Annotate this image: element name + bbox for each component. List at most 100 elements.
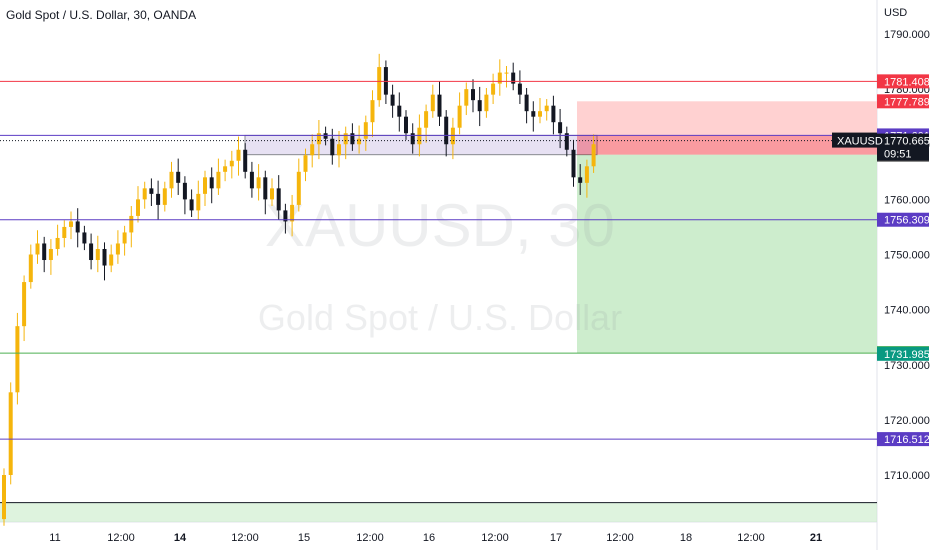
candle-body xyxy=(531,111,536,117)
candle-body xyxy=(310,144,315,156)
candle-body xyxy=(544,105,549,112)
candle-body xyxy=(497,72,502,84)
y-tick-label: 1720.000 xyxy=(884,415,930,427)
price-tag-bg xyxy=(877,346,929,361)
y-tick-label: 1710.000 xyxy=(884,470,930,482)
candle-body xyxy=(283,210,288,222)
candle-body xyxy=(115,243,120,255)
x-tick-label: 12:00 xyxy=(481,532,509,544)
x-tick-label: 14 xyxy=(174,532,187,544)
candle-body xyxy=(102,248,107,266)
candle-body xyxy=(203,177,207,194)
candle-body xyxy=(136,199,140,216)
candle-body xyxy=(243,149,248,172)
watermark-description: Gold Spot / U.S. Dollar xyxy=(258,297,622,338)
x-tick-label: 17 xyxy=(550,532,562,544)
x-tick-label: 16 xyxy=(423,532,435,544)
x-tick-label: 12:00 xyxy=(737,532,765,544)
price-tag: 1716.512 xyxy=(877,432,930,447)
candle-body xyxy=(249,171,254,189)
x-tick-label: 12:00 xyxy=(231,532,259,544)
candle-body xyxy=(75,221,80,233)
candle-body xyxy=(109,254,114,266)
symbol-tag-bg xyxy=(832,132,877,148)
candle-body xyxy=(182,182,187,200)
candle-body xyxy=(564,133,569,150)
x-tick-label: 21 xyxy=(810,532,822,544)
price-tag-bg xyxy=(877,212,929,227)
time-axis: 11 12:00 14 12:00 15 12:00 16 12:00 17 12:00 18 12:… xyxy=(49,532,822,544)
candle-body xyxy=(430,94,435,112)
y-tick-label: 1760.000 xyxy=(884,194,930,206)
candle-body xyxy=(517,83,522,95)
x-tick-label: 12:00 xyxy=(606,532,634,544)
candle-body xyxy=(524,94,529,112)
candle-body xyxy=(471,89,475,101)
candle-body xyxy=(504,72,509,74)
candle-body xyxy=(383,67,388,95)
candle-body xyxy=(337,144,341,156)
watermark-layer: XAUUSD, 30 Gold Spot / U.S. Dollar xyxy=(258,192,622,338)
candle-body xyxy=(343,133,348,145)
price-tag-bg xyxy=(877,432,929,447)
candle-body xyxy=(370,100,375,123)
candle-body xyxy=(484,94,489,112)
candle-body xyxy=(296,171,301,205)
candle-body xyxy=(142,188,147,200)
candle-body xyxy=(417,127,422,145)
price-tag-bg xyxy=(877,94,929,109)
candle-body xyxy=(48,248,53,261)
candle-body xyxy=(538,111,542,117)
target-zone xyxy=(577,154,877,354)
candle-body xyxy=(276,188,281,211)
price-tag: 1770.665 xyxy=(877,133,930,148)
candle-body xyxy=(89,243,94,261)
candle-body xyxy=(69,221,73,227)
candle-body xyxy=(42,243,47,261)
candle-body xyxy=(229,160,234,167)
candle-body xyxy=(316,133,321,145)
candle-body xyxy=(28,254,33,283)
candle-body xyxy=(236,149,241,161)
price-tag-label: 1777.789 xyxy=(884,96,930,108)
x-tick-label: 18 xyxy=(680,532,692,544)
x-tick-label: 11 xyxy=(49,532,60,544)
price-tag-label: 1781.408 xyxy=(884,76,930,88)
candle-body xyxy=(323,133,328,139)
background-layer xyxy=(0,0,878,550)
watermark-symbol: XAUUSD, 30 xyxy=(265,192,615,259)
candle-body xyxy=(477,100,482,112)
price-tag-label: 1731.985 xyxy=(884,349,930,361)
levels-layer xyxy=(0,80,877,440)
candle-body xyxy=(390,94,395,106)
price-tag-bg xyxy=(877,133,929,148)
candle-body xyxy=(303,155,308,172)
stop-zone xyxy=(577,101,877,155)
candle-body xyxy=(169,171,174,189)
candle-body xyxy=(464,89,469,106)
countdown-bg xyxy=(877,146,929,161)
candle-body xyxy=(491,83,496,95)
y-tick-label: 1740.000 xyxy=(884,305,930,317)
y-tick-label: 1730.000 xyxy=(884,360,930,372)
candle-body xyxy=(363,122,368,139)
candle-body xyxy=(82,232,87,244)
y-tick-label: 1750.000 xyxy=(884,250,930,262)
candle-body xyxy=(15,326,20,393)
symbol-tag: XAUUSD xyxy=(837,136,883,148)
x-tick-label: 12:00 xyxy=(356,532,384,544)
candle-body xyxy=(290,204,295,222)
candle-body xyxy=(457,105,462,128)
price-tag-label: 1716.512 xyxy=(884,434,930,446)
candle-body xyxy=(424,111,429,128)
candle-body xyxy=(397,105,402,117)
candle-body xyxy=(8,392,13,475)
candle-body xyxy=(156,193,161,205)
candle-body xyxy=(2,475,6,520)
candle-body xyxy=(95,248,100,261)
candle-body xyxy=(162,188,167,205)
candle-body xyxy=(256,177,261,189)
candle-body xyxy=(404,116,408,134)
candle-body xyxy=(584,166,589,183)
